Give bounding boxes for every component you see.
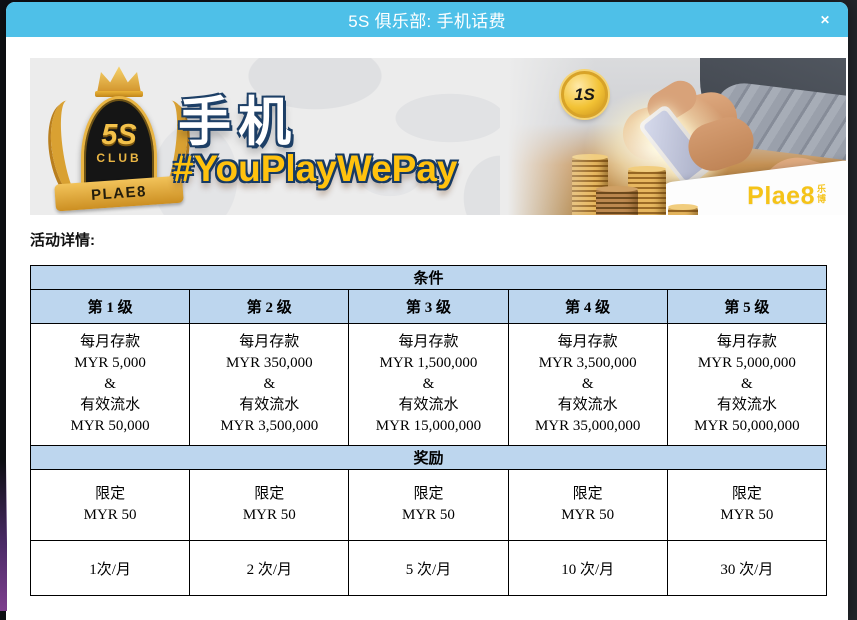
modal-title: 5S 俱乐部: 手机话费 <box>348 12 506 31</box>
conditions-header-cell: 条件 <box>30 265 827 290</box>
rewards-header-row: 奖励 <box>30 445 827 470</box>
limit-cell: 限定 MYR 50 <box>29 469 191 541</box>
limit-cell: 限定 MYR 50 <box>189 469 350 541</box>
rewards-header-cell: 奖励 <box>30 445 827 470</box>
modal-header: 5S 俱乐部: 手机话费 ✕ <box>6 2 848 37</box>
banner-hashtag: #YouPlayWePay <box>173 148 458 189</box>
badge-club-label: CLUB <box>96 151 142 165</box>
coin-stack-icon <box>668 204 698 215</box>
condition-cell: 每月存款 MYR 5,000,000 & 有效流水 MYR 50,000,000 <box>666 323 828 446</box>
coin-stack-icon <box>596 186 638 215</box>
modal-body: Plae8 乐 博 5S CLUB PLAE8 <box>6 37 848 620</box>
badge-ribbon-label: PLAE8 <box>90 183 148 204</box>
brand-cn: 乐 博 <box>817 184 826 205</box>
frequency-cell: 10 次/月 <box>507 540 668 596</box>
level-header-cell: 第 2 级 <box>189 289 350 324</box>
frequency-cell: 30 次/月 <box>666 540 828 596</box>
limit-cell: 限定 MYR 50 <box>666 469 828 541</box>
level-header-cell: 第 4 级 <box>507 289 668 324</box>
level-header-cell: 第 1 级 <box>29 289 191 324</box>
brand-cn-top: 乐 <box>816 184 826 194</box>
close-icon[interactable]: ✕ <box>815 10 835 30</box>
1s-medal-icon: 1S <box>561 71 608 118</box>
level-header-cell: 第 5 级 <box>666 289 828 324</box>
section-label: 活动详情: <box>30 232 95 249</box>
conditions-header-row: 条件 <box>30 265 827 290</box>
frequency-cell: 2 次/月 <box>189 540 350 596</box>
condition-cell: 每月存款 MYR 350,000 & 有效流水 MYR 3,500,000 <box>189 323 350 446</box>
frequency-cell: 5 次/月 <box>348 540 509 596</box>
limit-row: 限定 MYR 50 限定 MYR 50 限定 MYR 50 限定 MYR 50 … <box>29 469 828 541</box>
medal-label: 1S <box>574 84 595 104</box>
crown-icon <box>97 66 141 93</box>
limit-cell: 限定 MYR 50 <box>348 469 509 541</box>
promo-table: 条件 第 1 级 第 2 级 第 3 级 第 4 级 第 5 级 每月存款 MY… <box>29 265 828 596</box>
promo-banner: Plae8 乐 博 5S CLUB PLAE8 <box>30 58 846 215</box>
conditions-row: 每月存款 MYR 5,000 & 有效流水 MYR 50,000 每月存款 MY… <box>29 323 828 446</box>
banner-headline: 手机 <box>178 93 298 152</box>
condition-cell: 每月存款 MYR 5,000 & 有效流水 MYR 50,000 <box>29 323 191 446</box>
limit-cell: 限定 MYR 50 <box>507 469 668 541</box>
frequency-cell: 1次/月 <box>29 540 191 596</box>
brand-cn-bottom: 博 <box>816 194 826 205</box>
brand-name: Plae8 <box>747 182 815 210</box>
club-badge: 5S CLUB PLAE8 <box>45 64 193 214</box>
brand-logo: Plae8 乐 博 <box>747 184 826 209</box>
condition-cell: 每月存款 MYR 1,500,000 & 有效流水 MYR 15,000,000 <box>348 323 509 446</box>
frequency-row: 1次/月 2 次/月 5 次/月 10 次/月 30 次/月 <box>29 540 828 596</box>
level-header-row: 第 1 级 第 2 级 第 3 级 第 4 级 第 5 级 <box>29 289 828 324</box>
condition-cell: 每月存款 MYR 3,500,000 & 有效流水 MYR 35,000,000 <box>507 323 668 446</box>
level-header-cell: 第 3 级 <box>348 289 509 324</box>
banner-photo: Plae8 乐 博 <box>500 58 846 215</box>
badge-5s-label: 5S <box>101 119 137 151</box>
promo-modal: 5S 俱乐部: 手机话费 ✕ <box>6 2 848 620</box>
crown-base <box>95 91 143 97</box>
